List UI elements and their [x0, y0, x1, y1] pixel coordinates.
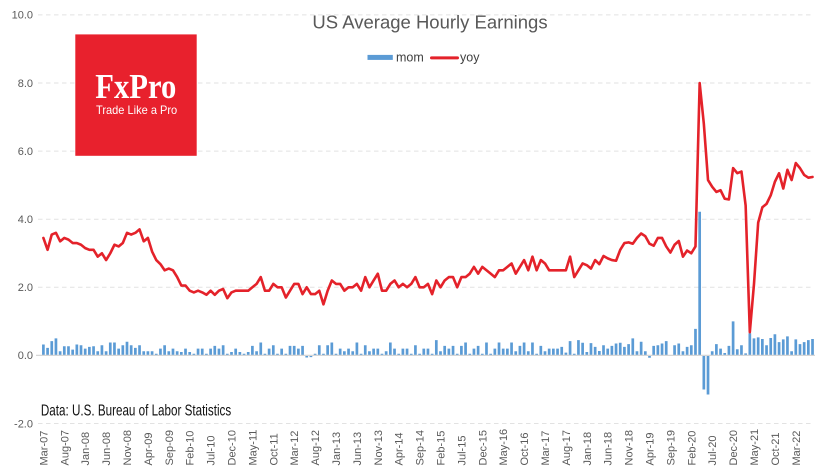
svg-text:Jan-08: Jan-08 — [80, 432, 92, 466]
svg-text:10.0: 10.0 — [12, 10, 33, 22]
svg-text:Jan-18: Jan-18 — [582, 432, 594, 466]
svg-text:Feb-15: Feb-15 — [436, 431, 448, 466]
svg-text:Jul-10: Jul-10 — [206, 436, 218, 466]
svg-text:Aug-12: Aug-12 — [310, 430, 322, 465]
svg-text:Oct-21: Oct-21 — [770, 432, 782, 465]
svg-text:Mar-12: Mar-12 — [289, 431, 301, 466]
svg-text:Jun-18: Jun-18 — [603, 432, 615, 466]
svg-text:Apr-09: Apr-09 — [143, 432, 155, 465]
svg-text:4.0: 4.0 — [18, 214, 33, 226]
svg-text:Sep-19: Sep-19 — [665, 430, 677, 465]
svg-text:8.0: 8.0 — [18, 78, 33, 90]
svg-text:May-11: May-11 — [247, 430, 259, 466]
svg-text:FxPro: FxPro — [95, 67, 176, 106]
svg-text:-2.0: -2.0 — [14, 418, 33, 430]
svg-text:mom: mom — [396, 51, 424, 65]
svg-text:Nov-08: Nov-08 — [122, 430, 134, 465]
svg-text:Dec-10: Dec-10 — [227, 430, 239, 465]
svg-text:Feb-10: Feb-10 — [185, 431, 197, 466]
svg-text:Aug-17: Aug-17 — [561, 430, 573, 465]
svg-text:Trade Like a Pro: Trade Like a Pro — [96, 103, 178, 117]
svg-text:Mar-17: Mar-17 — [540, 431, 552, 466]
svg-text:Apr-19: Apr-19 — [645, 432, 657, 465]
svg-text:Nov-18: Nov-18 — [624, 430, 636, 465]
svg-text:Sep-09: Sep-09 — [164, 430, 176, 465]
svg-text:May-16: May-16 — [498, 429, 510, 466]
svg-text:Feb-20: Feb-20 — [686, 431, 698, 466]
svg-text:Oct-16: Oct-16 — [519, 432, 531, 465]
svg-text:0.0: 0.0 — [18, 350, 33, 362]
svg-text:Jul-20: Jul-20 — [707, 436, 719, 466]
svg-text:2.0: 2.0 — [18, 282, 33, 294]
svg-text:May-21: May-21 — [749, 429, 761, 466]
svg-text:Mar-22: Mar-22 — [791, 431, 803, 466]
svg-text:Apr-14: Apr-14 — [394, 432, 406, 465]
svg-text:Jan-13: Jan-13 — [331, 432, 343, 466]
svg-text:US Average Hourly Earnings: US Average Hourly Earnings — [312, 12, 547, 33]
svg-text:yoy: yoy — [460, 51, 480, 65]
svg-text:6.0: 6.0 — [18, 146, 33, 158]
svg-text:Jun-08: Jun-08 — [101, 432, 113, 466]
svg-text:Data: U.S. Bureau of Labor Sta: Data: U.S. Bureau of Labor Statistics — [41, 403, 231, 420]
svg-text:Jun-13: Jun-13 — [352, 432, 364, 466]
svg-text:Mar-07: Mar-07 — [38, 431, 50, 466]
svg-text:Aug-07: Aug-07 — [59, 430, 71, 465]
svg-text:Sep-14: Sep-14 — [415, 430, 427, 465]
svg-text:Oct-11: Oct-11 — [268, 433, 280, 465]
svg-text:Dec-20: Dec-20 — [728, 430, 740, 465]
svg-text:Nov-13: Nov-13 — [373, 430, 385, 465]
svg-text:Dec-15: Dec-15 — [477, 430, 489, 465]
svg-text:Jul-15: Jul-15 — [456, 436, 468, 466]
